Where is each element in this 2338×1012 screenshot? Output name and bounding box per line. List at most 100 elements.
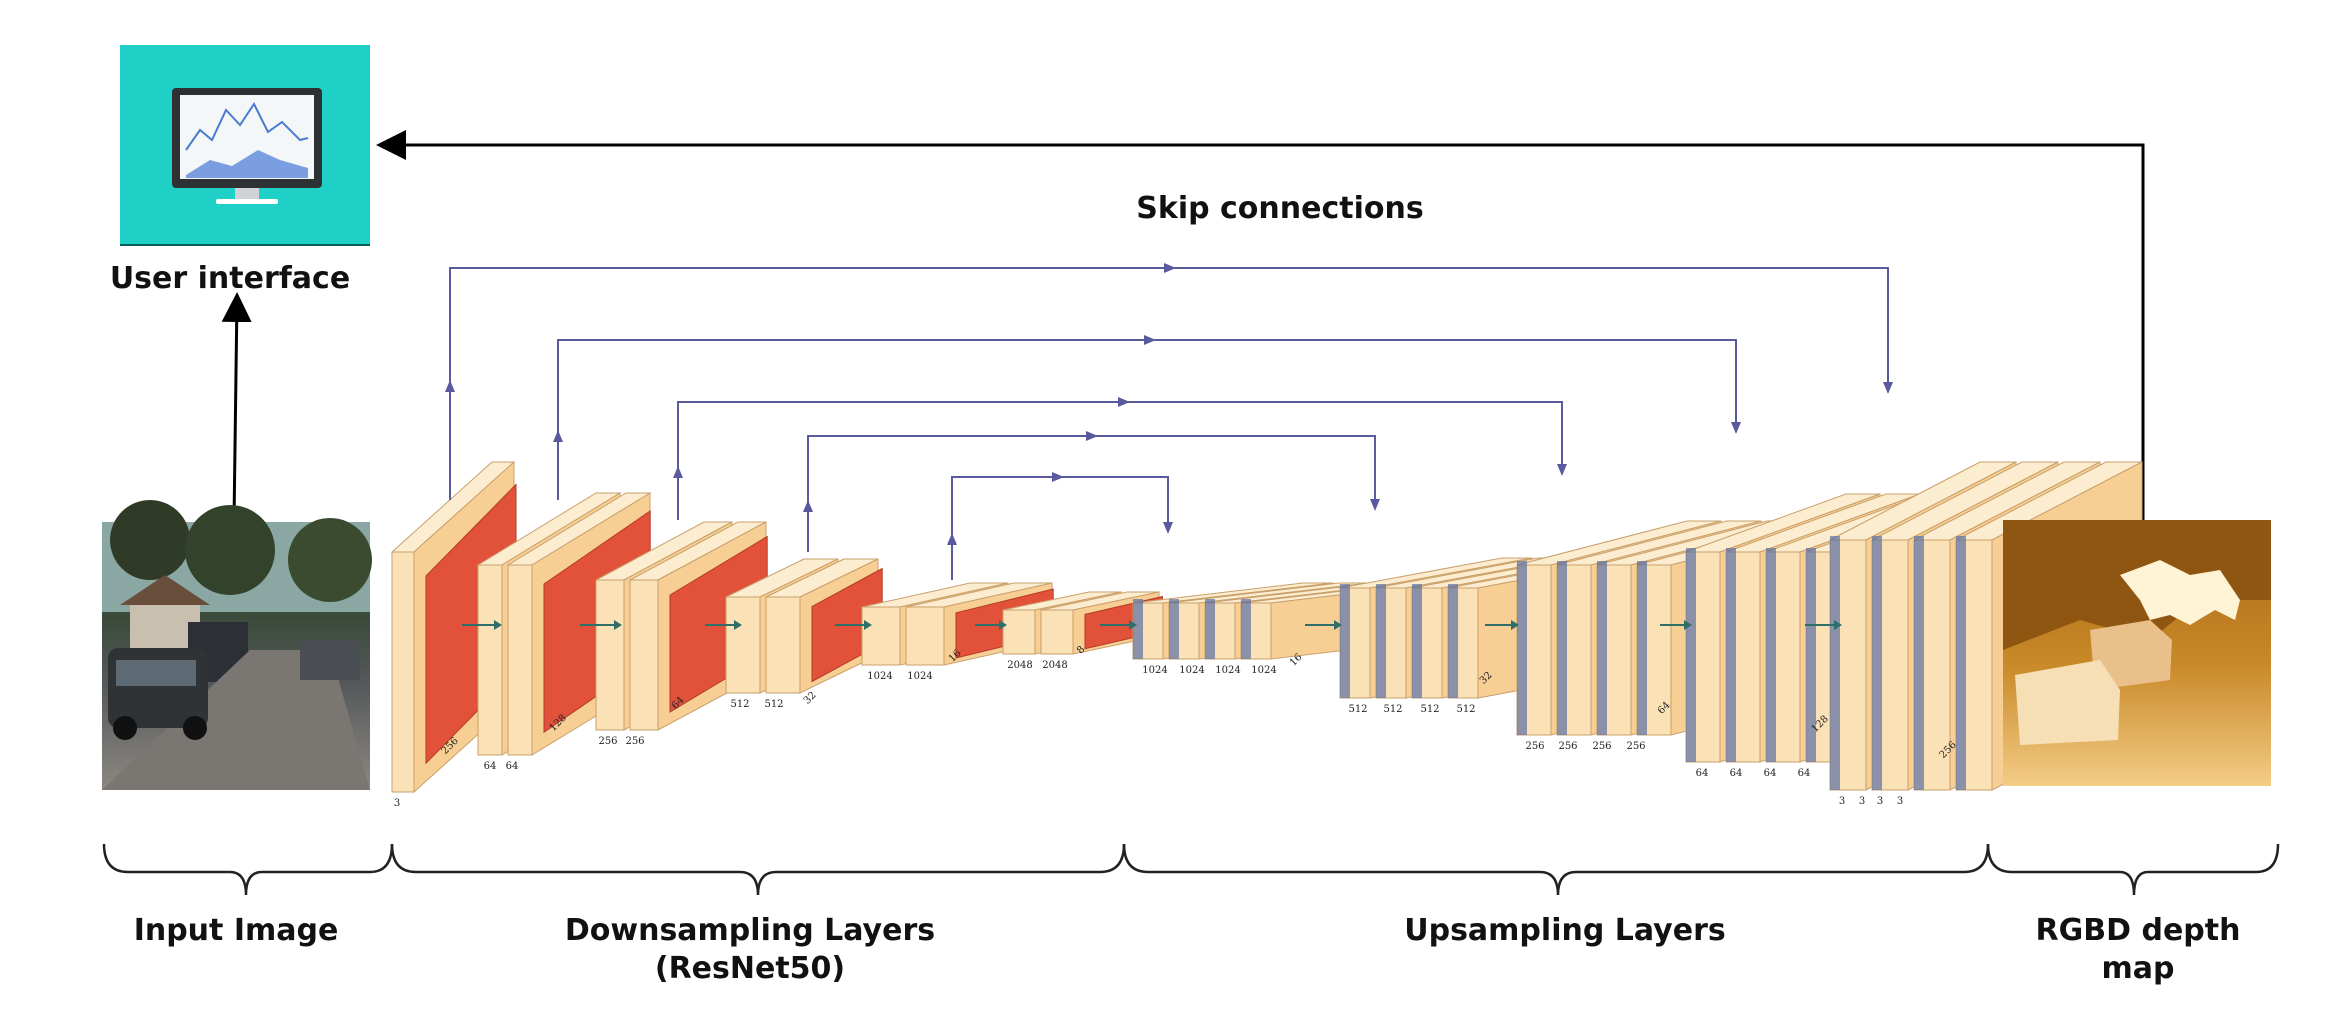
up-block-4-tint (1766, 548, 1776, 762)
input-to-ui-arrow (221, 292, 252, 523)
skip-line (807, 435, 1376, 552)
down-block-4-dim-label: 512 (764, 699, 783, 710)
up-block-4-dim-label: 64 (1798, 768, 1811, 779)
down-block-3-slab (629, 579, 659, 731)
down-block-1-dim-label: 3 (394, 798, 400, 809)
up-block-4-tint (1806, 548, 1816, 762)
monitor-icon (172, 88, 322, 204)
skip-line (677, 401, 1563, 520)
skip-line (449, 267, 1889, 500)
up-block-5-dim-label: 3 (1859, 796, 1865, 807)
skip-arrowhead (1883, 382, 1893, 394)
down-block-2-slab (477, 564, 503, 756)
up-block-4-dim-label: 64 (1764, 768, 1777, 779)
depth-to-ui-arrow (376, 130, 2145, 520)
up-block-3-dim-label: 256 (1525, 741, 1544, 752)
down-block-6-slab (1040, 609, 1074, 655)
up-block-5-dim-label: 3 (1897, 796, 1903, 807)
up-block-4-tint (1686, 548, 1696, 762)
up-block-2-tint (1340, 584, 1350, 698)
up-block-4-dim-label: 64 (1696, 768, 1709, 779)
up-block-3-tint (1517, 561, 1527, 735)
flow-connector-arrowhead (1834, 620, 1842, 630)
down-block-2-dim-label: 64 (506, 761, 519, 772)
skip-arrowhead (1144, 335, 1156, 345)
down-block-5-slab (861, 606, 901, 666)
up-block-5-dim-label: 3 (1839, 796, 1845, 807)
down-block-2-dim-label: 64 (484, 761, 497, 772)
skip-arrowhead (803, 500, 813, 512)
up-block-3-tint (1557, 561, 1567, 735)
up-block-5-dim-label: 3 (1877, 796, 1883, 807)
depth-map-label-line1: RGBD depth (2036, 913, 2241, 948)
up-block-1-tint (1205, 599, 1215, 659)
down-block-5-dim-label: 1024 (867, 671, 892, 682)
up-block-2-tint (1412, 584, 1422, 698)
flow-connector-arrowhead (999, 620, 1007, 630)
input-image-label: Input Image (134, 913, 339, 948)
up-block-5-tint (1956, 536, 1966, 790)
brace-input (102, 843, 394, 896)
up-block-3-tint (1597, 561, 1607, 735)
up-block-4-dim-label: 64 (1730, 768, 1743, 779)
up-block-2-dim-label: 512 (1383, 704, 1402, 715)
skip-arrowhead (1731, 422, 1741, 434)
skip-arrowhead (1163, 522, 1173, 534)
down-block-6-dim-label: 2048 (1042, 660, 1067, 671)
skip-line (951, 476, 1169, 580)
down-block-6-slab (1002, 609, 1036, 655)
down-block-4-slab (725, 596, 761, 694)
skip-arrowhead (1164, 263, 1176, 273)
up-block-4-tint (1726, 548, 1736, 762)
brace-upsampling (1122, 843, 1990, 896)
skip-arrowhead (1118, 397, 1130, 407)
downsampling-label-line1: Downsampling Layers (565, 913, 935, 948)
up-block-1-tint (1169, 599, 1179, 659)
flow-connector-arrowhead (1129, 620, 1137, 630)
up-block-1-dim-label: 1024 (1179, 665, 1204, 676)
down-block-1-slab (391, 551, 415, 793)
down-block-5-dim-label: 1024 (907, 671, 932, 682)
skip-arrowhead (445, 380, 455, 392)
skip-arrowhead (1370, 499, 1380, 511)
flow-connector-arrowhead (1684, 620, 1692, 630)
up-block-1-dim-label: 1024 (1215, 665, 1240, 676)
brace-downsampling (390, 843, 1126, 896)
depth-map-label-line2: map (2102, 951, 2175, 986)
up-block-5-tint (1872, 536, 1882, 790)
up-block-2-dim-label: 512 (1456, 704, 1475, 715)
flow-connector-arrowhead (614, 620, 622, 630)
up-block-1-tint (1133, 599, 1143, 659)
skip-arrowhead (947, 533, 957, 545)
down-block-5-slab (905, 606, 945, 666)
down-block-3-dim-label: 256 (625, 736, 644, 747)
skip-arrowheads (445, 263, 1893, 545)
skip-arrowhead (673, 466, 683, 478)
up-block-1-dim-label: 1024 (1251, 665, 1276, 676)
up-block-2-tint (1448, 584, 1458, 698)
input-street-image (102, 500, 372, 790)
skip-connections-label: Skip connections (1136, 191, 1423, 226)
down-block-4-slab (765, 596, 801, 694)
up-block-3-tint (1637, 561, 1647, 735)
down-block-4-dim-label: 512 (730, 699, 749, 710)
up-block-1-dim-label: 1024 (1142, 665, 1167, 676)
flow-connector-arrowhead (1334, 620, 1342, 630)
flow-connector-arrowhead (734, 620, 742, 630)
up-block-2-tint (1376, 584, 1386, 698)
skip-arrowhead (1557, 464, 1567, 476)
down-block-3-dim-label: 256 (598, 736, 617, 747)
flow-connector-arrowhead (864, 620, 872, 630)
up-block-5-tint (1830, 536, 1840, 790)
up-block-3-dim-label: 256 (1592, 741, 1611, 752)
flow-connector-arrowhead (1511, 620, 1519, 630)
user-interface-label: User interface (110, 261, 350, 296)
up-block-2-dim-label: 512 (1348, 704, 1367, 715)
up-block-5-tint (1914, 536, 1924, 790)
user-interface-image (120, 45, 370, 246)
up-block-3-dim-label: 256 (1558, 741, 1577, 752)
up-block-1-tint (1241, 599, 1251, 659)
section-braces (102, 843, 2280, 896)
